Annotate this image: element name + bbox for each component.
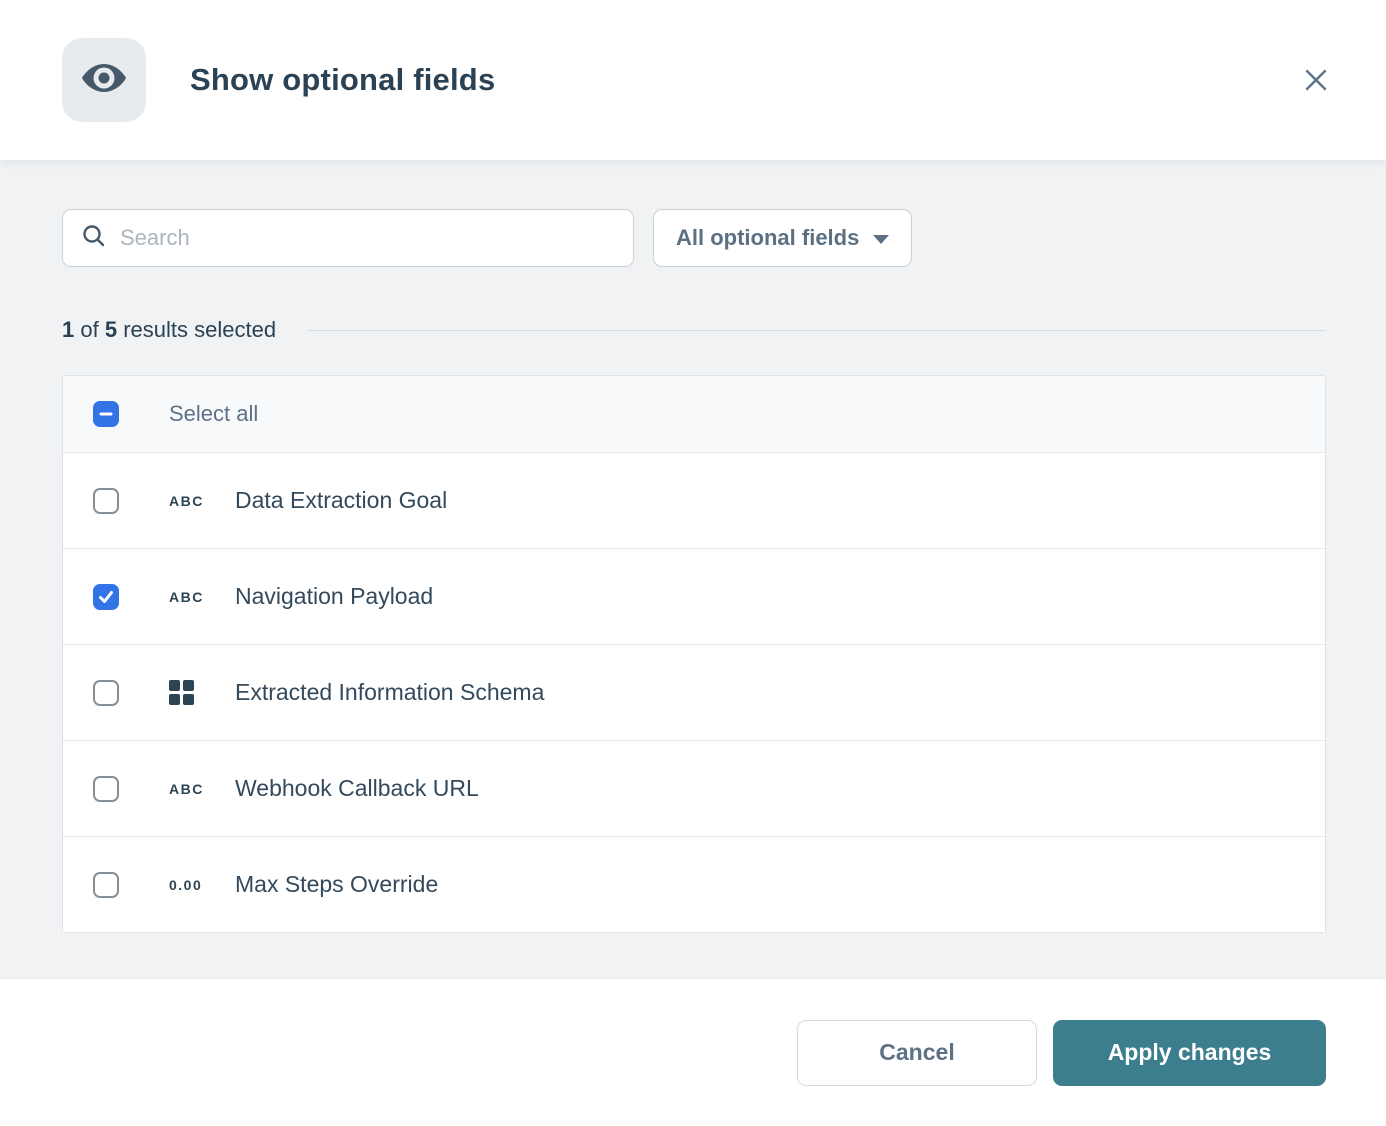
field-checkbox[interactable] (93, 487, 119, 514)
field-type-icon-slot: ABC (169, 781, 235, 797)
results-divider (307, 329, 1326, 331)
select-all-label: Select all (169, 401, 259, 426)
text-type-icon: ABC (169, 492, 204, 509)
field-checkbox[interactable] (93, 583, 119, 610)
close-icon[interactable] (1294, 58, 1338, 102)
search-icon (81, 223, 107, 254)
search-input[interactable] (120, 225, 615, 251)
field-row[interactable]: Extracted Information Schema (63, 644, 1325, 740)
select-all-row[interactable]: Select all (63, 376, 1325, 452)
selected-count: 1 (62, 317, 75, 342)
optional-fields-list: Select all ABC Data Extraction Goal ABC … (62, 375, 1326, 933)
field-label: Extracted Information Schema (235, 679, 545, 705)
chevron-down-icon (873, 235, 890, 244)
results-suffix: results selected (123, 317, 277, 342)
results-summary-text: 1 of 5 results selected (62, 317, 276, 343)
select-all-checkbox[interactable] (93, 401, 119, 427)
field-row[interactable]: ABC Data Extraction Goal (63, 452, 1325, 548)
field-checkbox[interactable] (93, 775, 119, 802)
field-checkbox[interactable] (93, 871, 119, 898)
field-label: Data Extraction Goal (235, 487, 448, 513)
of-label: of (80, 317, 99, 342)
header-icon-box (62, 38, 146, 122)
field-label: Max Steps Override (235, 871, 439, 897)
dropdown-selected-value: All optional fields (676, 225, 860, 250)
modal-footer: Cancel Apply changes (0, 978, 1386, 1126)
field-row[interactable]: ABC Webhook Callback URL (63, 740, 1325, 836)
text-type-icon: ABC (169, 588, 204, 605)
field-type-icon-slot (169, 680, 235, 705)
field-type-icon-slot: 0.00 (169, 877, 235, 893)
total-count: 5 (104, 317, 118, 342)
controls-row: All optional fields (62, 209, 1326, 267)
field-row[interactable]: ABC Navigation Payload (63, 548, 1325, 644)
text-type-icon: ABC (169, 780, 204, 797)
results-summary-row: 1 of 5 results selected (62, 317, 1326, 343)
eye-icon (78, 52, 130, 109)
grid-icon (169, 680, 194, 705)
field-type-icon-slot: ABC (169, 589, 235, 605)
field-checkbox[interactable] (93, 679, 119, 706)
field-type-icon-slot: ABC (169, 493, 235, 509)
page-title: Show optional fields (190, 62, 496, 97)
field-filter-dropdown[interactable]: All optional fields (653, 209, 913, 267)
modal-header: Show optional fields (0, 0, 1386, 160)
field-row[interactable]: 0.00 Max Steps Override (63, 836, 1325, 932)
apply-changes-button[interactable]: Apply changes (1053, 1019, 1326, 1086)
field-label: Webhook Callback URL (235, 775, 479, 801)
field-label: Navigation Payload (235, 583, 434, 609)
search-box (62, 209, 634, 267)
number-type-icon: 0.00 (169, 876, 203, 893)
cancel-button[interactable]: Cancel (797, 1019, 1037, 1086)
modal-body: All optional fields 1 of 5 results selec… (0, 160, 1386, 978)
